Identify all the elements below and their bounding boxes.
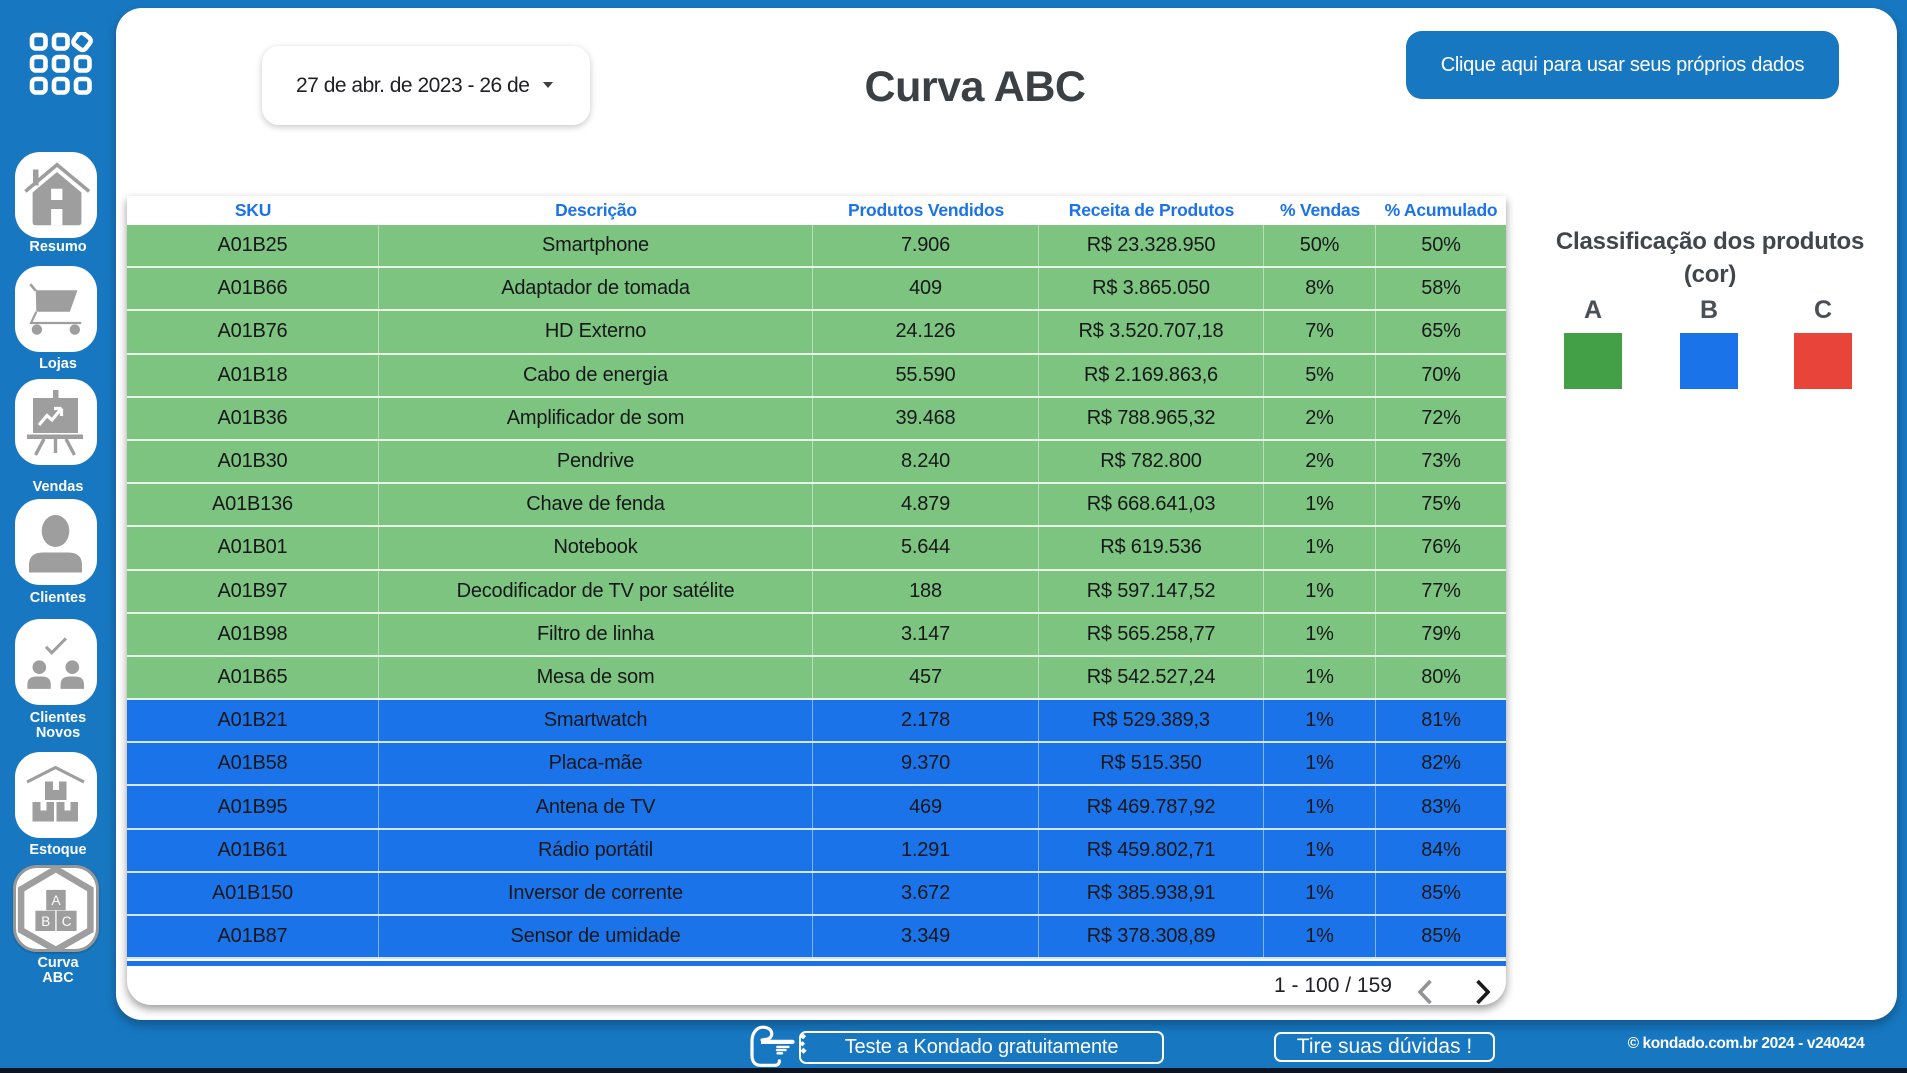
svg-text:B: B <box>41 914 50 929</box>
svg-text:C: C <box>62 914 72 929</box>
svg-text:A: A <box>51 893 60 908</box>
